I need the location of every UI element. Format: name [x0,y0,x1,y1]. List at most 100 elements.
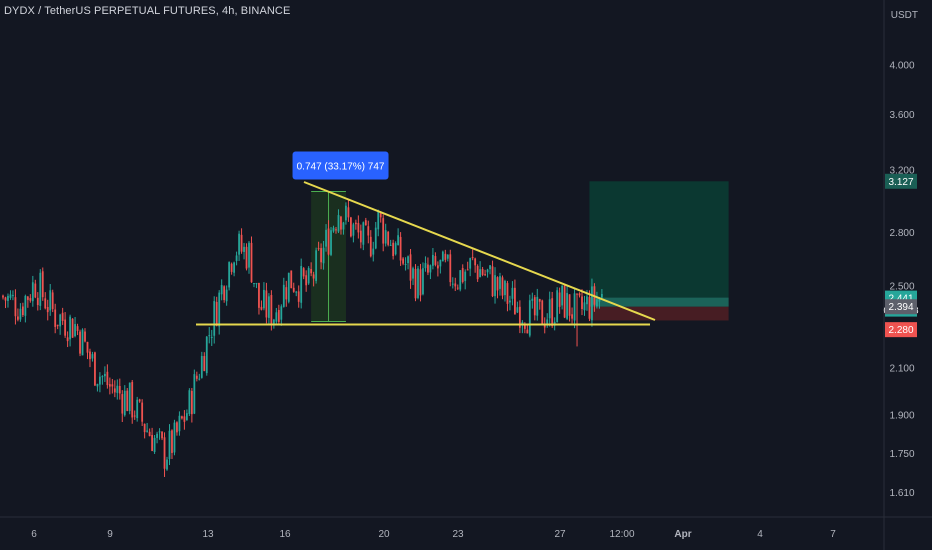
candle-body [491,266,494,297]
candle-body [190,390,193,415]
candle-body [126,390,129,412]
candle-body [270,295,273,326]
candle-body [265,290,268,318]
candle-body [581,296,583,310]
candle-body [362,222,365,245]
candle-body [352,224,355,236]
candle-body [576,293,578,295]
candle-body [312,274,315,279]
candle-body [89,351,91,360]
candle-body [474,258,477,266]
candle-body [526,329,529,334]
candle-body [282,284,285,307]
trendlines[interactable] [196,181,656,326]
candle-body [369,236,372,257]
candle-body [337,215,340,232]
candle-body [292,287,295,292]
candle-body [471,257,474,259]
candle-body [138,399,141,402]
candle-body [277,310,280,322]
candle-body [151,435,153,451]
candle-body [583,302,586,311]
candle-body [34,283,37,298]
candle-body [272,319,275,325]
candle-body [449,254,452,283]
candle-body [586,296,588,305]
candle-body [558,292,561,307]
candle-body [484,274,486,276]
candle-body [454,283,457,287]
x-tick-label: 16 [279,529,291,540]
candle-body [307,268,310,284]
candle-body [215,301,218,326]
candle-body [317,248,320,250]
candle-body [263,289,265,309]
candle-body [432,254,434,266]
candle-body [297,291,300,302]
candle-body [573,293,576,321]
candle-body [320,248,322,263]
candle-body [600,293,603,298]
candle-body [340,216,342,230]
candle-body [578,293,581,296]
y-tick-label: 1.900 [889,410,914,421]
candle-body [163,437,166,469]
candle-body [208,335,211,337]
candle-body [84,331,86,342]
candle-body [243,246,245,252]
candle-body [96,383,99,387]
candle-body [287,272,290,302]
candle-body [456,287,459,289]
y-tick-label: 3.200 [889,165,914,176]
candle-body [427,264,429,273]
price-range-measure[interactable]: 0.747 (33.17%) 747 [292,151,389,322]
y-tick-label: 2.800 [889,228,914,239]
price-axis[interactable]: 4.000 3.600 3.200 2.800 2.500 2.100 1.900 1.750… [889,61,914,499]
candle-body [387,231,390,245]
candle-body [9,294,12,298]
time-axis[interactable]: 6 9 13 16 20 23 27 12:00 Apr 4 7 [31,529,836,540]
candle-body [280,306,283,320]
candle-body [367,226,370,236]
candle-body [146,430,149,432]
price-label-box [885,173,917,189]
candle-body [123,390,126,416]
candle-body [451,283,454,285]
candle-body [533,297,536,316]
candle-body [36,297,39,306]
candle-body [128,382,131,411]
candle-body [295,291,298,293]
y-tick-label: 2.100 [889,363,914,374]
candle-body [461,268,464,283]
candle-body [523,323,526,329]
candle-body [364,220,367,226]
candle-body [49,290,52,311]
candle-body [54,309,57,327]
candle-body [200,355,203,378]
candle-body [66,337,69,342]
candle-body [143,423,146,433]
candle-body [506,283,509,304]
candle-body [382,218,385,244]
candle-body [91,354,94,359]
candle-body [203,356,206,372]
candle-body [330,230,332,255]
candle-body [434,256,437,265]
candle-body [275,312,278,322]
candle-body [156,433,158,438]
candle-body [285,287,288,300]
price-label-text: 2.441 [888,294,913,305]
candle-body [121,394,124,414]
long-position-tool[interactable] [589,181,729,321]
candle-body [59,314,62,327]
candle-body [2,295,4,298]
candle-body [439,259,442,267]
candle-body [466,269,469,271]
candle-body [250,242,253,283]
candle-body [24,295,27,316]
candle-body [41,271,44,298]
candle-body [118,385,121,394]
candle-body [14,297,17,317]
candle-body [504,280,506,296]
